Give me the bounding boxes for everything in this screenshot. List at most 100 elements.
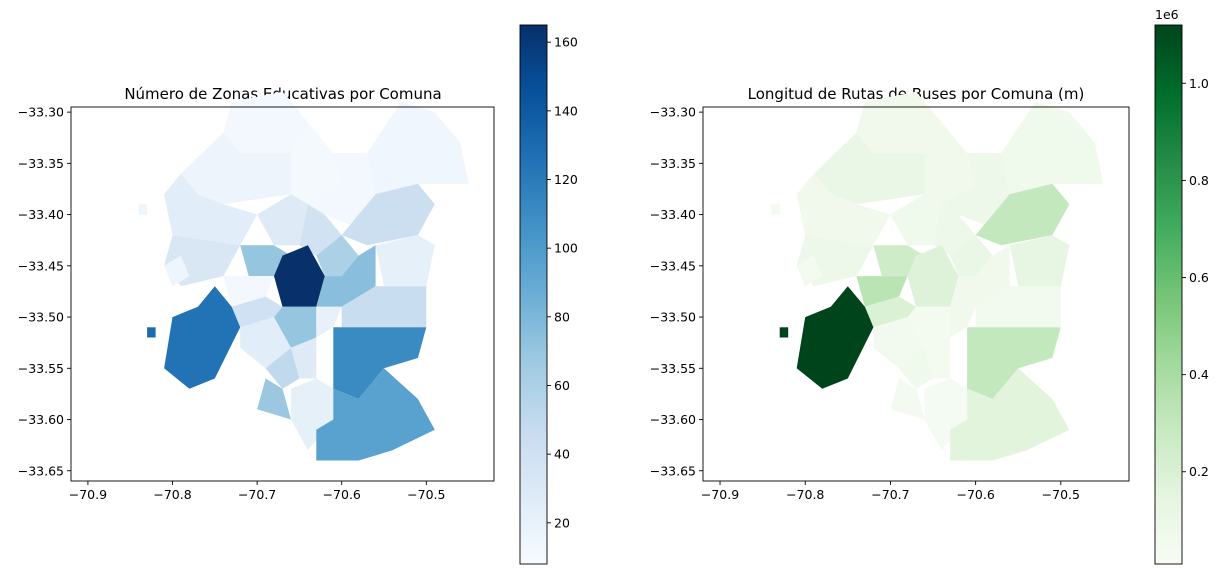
comuna-region <box>341 183 435 246</box>
y-tick-label: −33.60 <box>18 412 64 427</box>
comuna-region <box>299 204 342 256</box>
comuna-region <box>907 245 959 307</box>
comuna-region <box>341 286 427 328</box>
colorbar <box>519 24 548 565</box>
y-tick-label: −33.30 <box>650 105 696 120</box>
colorbar-tick-label: 120 <box>554 172 578 187</box>
colorbar-tick-label: 0.2 <box>1189 464 1209 479</box>
y-tick-label: −33.60 <box>650 412 696 427</box>
y-axis: −33.30 −33.35 −33.40 −33.45 −33.50 −33.55 −33.… <box>18 105 71 478</box>
comuna-region <box>924 337 951 379</box>
x-tick-label: −70.9 <box>69 487 107 502</box>
comuna-region <box>164 173 258 246</box>
comuna-region <box>796 255 823 287</box>
colorbar <box>1154 24 1183 565</box>
plot-frame <box>702 106 1130 482</box>
colorbar-tick-label: 0.6 <box>1189 270 1209 285</box>
comuna-region <box>950 306 976 338</box>
comuna-region <box>291 337 317 379</box>
comuna-region <box>864 296 916 328</box>
comuna-region <box>796 286 874 389</box>
comuna-region <box>316 245 376 307</box>
comuna-region <box>856 276 908 307</box>
x-tick-label: −70.8 <box>786 487 824 502</box>
colorbar-ticks: 20 40 60 80 100 120 140 160 <box>547 35 578 530</box>
colorbar-tick-label: 40 <box>554 447 570 462</box>
comuna-region <box>975 286 1061 328</box>
colorbar-tick-label: 20 <box>554 515 570 530</box>
colorbar-offset-label: 1e6 <box>1155 7 1179 22</box>
y-tick-label: −33.40 <box>18 207 64 222</box>
comuna-region <box>907 306 951 348</box>
comuna-region <box>231 296 283 328</box>
x-tick-label: −70.7 <box>238 487 276 502</box>
comuna-region <box>223 276 274 307</box>
comuna-region <box>240 317 291 369</box>
colorbar-tick-label: 140 <box>554 103 578 118</box>
comuna-region <box>950 245 1010 307</box>
comuna-region <box>316 306 342 338</box>
comuna-region <box>265 347 300 389</box>
comuna-region <box>924 122 976 205</box>
comuna-region <box>873 317 925 369</box>
x-tick-label: −70.6 <box>323 487 361 502</box>
comuna-region <box>975 183 1070 246</box>
colorbar-tick-label: 60 <box>554 378 570 393</box>
panel-bus-routes: Longitud de Rutas de Buses por Comuna (m… <box>650 7 1209 565</box>
map-regions <box>771 91 1104 461</box>
comuna-region <box>796 173 891 246</box>
y-tick-label: −33.55 <box>650 361 696 376</box>
y-tick-label: −33.65 <box>18 463 64 478</box>
comuna-region <box>890 194 942 246</box>
comuna-region <box>257 194 308 246</box>
x-tick-label: −70.7 <box>871 487 909 502</box>
x-tick-label: −70.9 <box>701 487 739 502</box>
y-tick-label: −33.50 <box>650 310 696 325</box>
comuna-region <box>367 101 469 195</box>
x-tick-label: −70.5 <box>407 487 445 502</box>
x-tick-label: −70.6 <box>956 487 994 502</box>
y-tick-label: −33.45 <box>650 258 696 273</box>
comuna-region <box>933 204 976 256</box>
panel-educational-zones: Número de Zonas Educativas por Comuna −7… <box>18 24 578 565</box>
x-axis: −70.9 −70.8 −70.7 −70.6 −70.5 <box>69 481 445 502</box>
comuna-region <box>164 286 241 389</box>
x-tick-label: −70.5 <box>1042 487 1080 502</box>
comuna-region <box>375 235 435 287</box>
colorbar-tick-label: 1.0 <box>1189 76 1209 91</box>
plot-frame <box>70 106 495 482</box>
colorbar-tick-label: 100 <box>554 241 578 256</box>
comuna-region <box>147 327 156 338</box>
comuna-region <box>890 378 925 420</box>
colorbar-tick-label: 160 <box>554 35 578 50</box>
y-tick-label: −33.35 <box>650 156 696 171</box>
comuna-region <box>967 327 1061 399</box>
x-axis: −70.9 −70.8 −70.7 −70.6 −70.5 <box>701 481 1080 502</box>
y-tick-label: −33.35 <box>18 156 64 171</box>
comuna-region <box>291 122 342 205</box>
comuna-region <box>138 204 148 215</box>
y-tick-label: −33.40 <box>650 207 696 222</box>
comuna-region <box>813 132 925 205</box>
colorbar-ticks: 0.2 0.4 0.6 0.8 1.0 <box>1182 76 1209 479</box>
comuna-region <box>771 204 780 215</box>
y-tick-label: −33.30 <box>18 105 64 120</box>
y-tick-label: −33.45 <box>18 258 64 273</box>
comuna-region <box>307 153 376 225</box>
comuna-region <box>899 347 933 389</box>
y-tick-label: −33.65 <box>650 463 696 478</box>
comuna-region <box>316 368 435 461</box>
comuna-region <box>941 153 1010 225</box>
comuna-region <box>257 378 291 420</box>
y-axis: −33.30 −33.35 −33.40 −33.45 −33.50 −33.55 −33.… <box>650 105 703 478</box>
comuna-region <box>316 235 359 277</box>
map-regions <box>138 91 469 461</box>
colorbar-tick-label: 0.4 <box>1189 367 1209 382</box>
comuna-region <box>1001 101 1104 195</box>
y-tick-label: −33.55 <box>18 361 64 376</box>
comuna-region <box>164 255 190 287</box>
comuna-region <box>274 306 317 348</box>
comuna-region <box>291 378 334 451</box>
comuna-region <box>1009 235 1070 287</box>
